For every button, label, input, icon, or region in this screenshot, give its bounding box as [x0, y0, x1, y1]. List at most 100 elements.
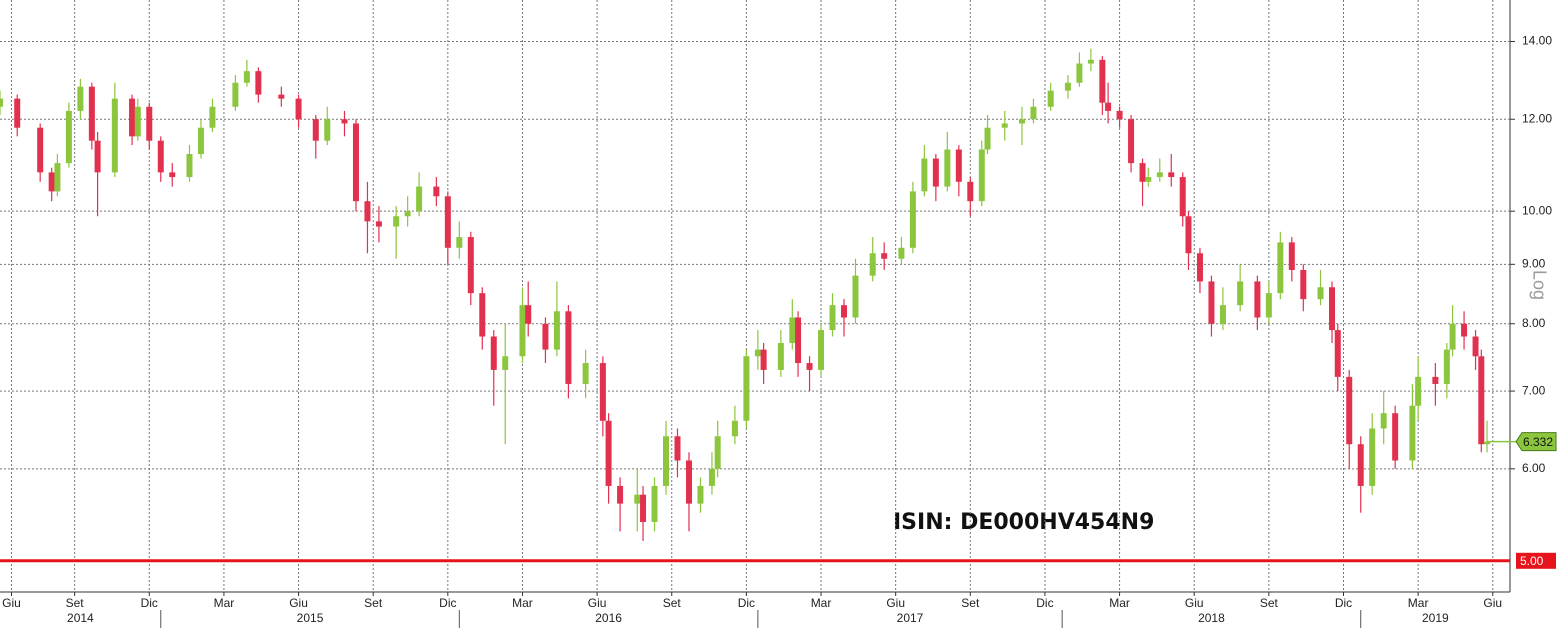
candle-body [157, 140, 164, 173]
candle-body [1254, 281, 1261, 318]
candle-body [88, 86, 95, 141]
y-tick-label: 10.00 [1522, 203, 1552, 217]
candle-body [1484, 441, 1491, 445]
candle-body [525, 305, 532, 324]
candle-body [479, 293, 486, 337]
candle-body [433, 186, 440, 197]
candle-body [54, 163, 61, 192]
candle-body [1461, 323, 1468, 337]
candle-body [111, 98, 118, 173]
candle-body [1168, 172, 1175, 178]
candle-body [467, 237, 474, 294]
candle-body [416, 186, 423, 212]
last-value-box [1515, 432, 1557, 452]
candle-body [14, 98, 21, 128]
x-tick-label: Mar [1109, 596, 1130, 610]
y-tick-label: 8.00 [1522, 316, 1546, 330]
year-label: 2016 [595, 611, 622, 625]
candle-body [685, 460, 692, 504]
candle-body [978, 149, 985, 202]
candle-body [1415, 376, 1422, 406]
candle-body [651, 485, 658, 522]
candle-body [599, 363, 606, 421]
x-tick-label: Dic [141, 596, 158, 610]
candle-body [65, 110, 72, 164]
candle-body [1030, 106, 1037, 120]
candle-body [146, 106, 153, 141]
candle-body [197, 127, 204, 155]
candle-body [1047, 90, 1054, 107]
candle-body [634, 494, 641, 504]
candle-body [456, 237, 463, 248]
candle-body [1099, 59, 1106, 103]
candle-body [1076, 63, 1083, 83]
candle-body [731, 420, 738, 437]
candle-body [1185, 216, 1192, 254]
x-tick-label: Giu [2, 596, 21, 610]
candle-body [818, 330, 825, 370]
candle-body [1196, 253, 1203, 282]
candle-body [364, 201, 371, 222]
candle-body [255, 71, 262, 95]
candle-body [565, 311, 572, 384]
y-tick-label: 9.00 [1522, 256, 1546, 270]
candle-body [1277, 242, 1284, 294]
candle-body [1116, 110, 1123, 120]
candle-body [984, 127, 991, 150]
candle-body [795, 317, 802, 364]
candle-body [605, 420, 612, 486]
candle-body [708, 468, 715, 486]
candle-body [1443, 349, 1450, 384]
candle-body [295, 98, 302, 120]
candle-body [640, 494, 647, 522]
candle-body [1139, 163, 1146, 182]
candle-body [542, 323, 549, 350]
y-tick-label: 12.00 [1522, 111, 1552, 125]
y-tick-label: 6.00 [1522, 461, 1546, 475]
candle-body [519, 305, 526, 357]
x-tick-label: Set [66, 596, 85, 610]
candle-body [1288, 242, 1295, 270]
candle-body [1219, 305, 1226, 324]
candle-body [663, 436, 670, 486]
annotation: ISIN: DE000HV454N9 [893, 510, 1154, 535]
x-tick-label: Set [1260, 596, 1279, 610]
candle-body [944, 149, 951, 187]
x-tick-label: Mar [811, 596, 832, 610]
year-label: 2014 [67, 611, 94, 625]
candle-body [1087, 59, 1094, 64]
x-tick-label: Dic [1335, 596, 1352, 610]
candle-body [1478, 356, 1485, 445]
candle-body [1380, 413, 1387, 429]
x-tick-label: Set [961, 596, 980, 610]
candle-body [1409, 405, 1416, 461]
x-tick-label: Mar [512, 596, 533, 610]
x-tick-label: Giu [886, 596, 905, 610]
candle-body [1432, 376, 1439, 384]
candle-body [1449, 323, 1456, 350]
candle-body [1018, 119, 1025, 124]
candle-body [186, 154, 193, 178]
year-label: 2018 [1198, 611, 1225, 625]
year-label: 2017 [897, 611, 924, 625]
year-label: 2015 [297, 611, 324, 625]
candle-body [1156, 172, 1163, 178]
x-tick-label: Giu [1483, 596, 1502, 610]
candle-body [1300, 269, 1307, 300]
candle-body [1064, 82, 1071, 91]
candle-body [1317, 287, 1324, 300]
last-value-label: 6.332 [1523, 435, 1553, 449]
candle-body [312, 119, 319, 141]
candle-body [490, 336, 497, 370]
candle-body [77, 86, 84, 111]
candle-body [243, 71, 250, 83]
candle-body [760, 349, 767, 370]
candle-body [777, 343, 784, 370]
x-tick-label: Giu [588, 596, 607, 610]
candle-body [674, 436, 681, 461]
candle-body [1329, 287, 1336, 331]
candle-body [967, 181, 974, 202]
candle-body [1179, 177, 1186, 217]
candle-body [1208, 281, 1215, 324]
